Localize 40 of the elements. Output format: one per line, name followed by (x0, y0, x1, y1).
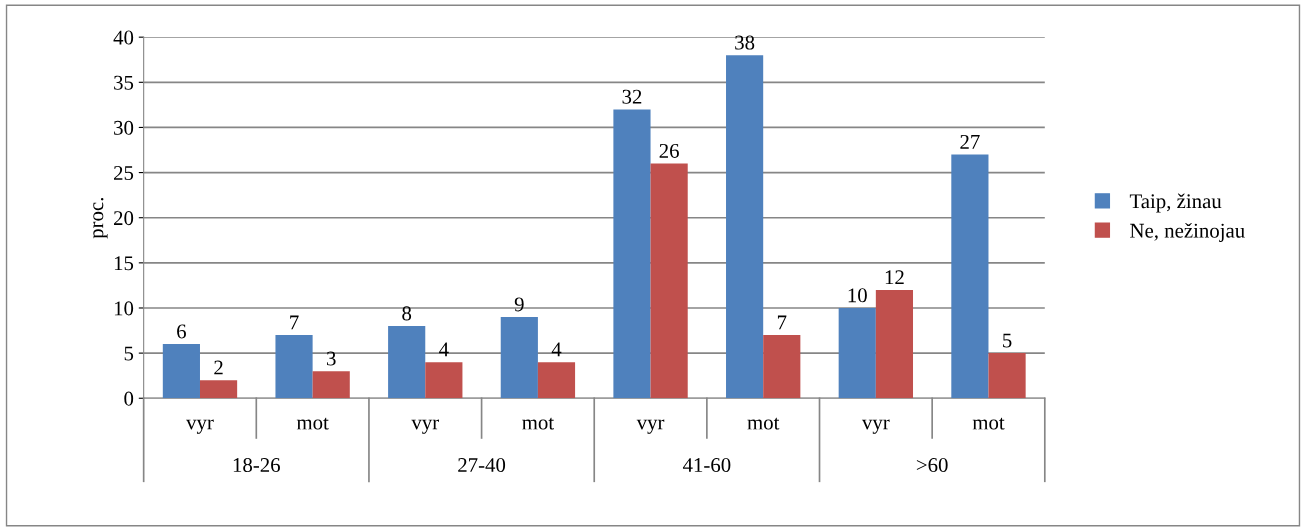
data-label: 9 (514, 297, 524, 312)
data-label: 32 (622, 89, 642, 104)
y-tick-label: 25 (114, 166, 134, 181)
data-label: 38 (735, 35, 755, 50)
x-tick-label: vyr (636, 419, 665, 434)
legend-label: Ne, nežinojau (1130, 223, 1245, 242)
data-label: 3 (327, 351, 336, 366)
data-label: 27 (960, 134, 980, 149)
x-tick-label: mot (522, 417, 554, 430)
y-tick-label: 0 (124, 391, 134, 406)
y-tick-label: 10 (114, 301, 134, 316)
data-label: 10 (848, 288, 867, 303)
text: 41-60 (682, 458, 731, 473)
data-label: 26 (659, 143, 679, 158)
data-label: 6 (177, 324, 186, 339)
text: 27-40 (458, 458, 506, 473)
y-axis-title: proc. (93, 197, 108, 239)
text: 18-26 (233, 458, 280, 473)
x-tick-label: mot (296, 417, 329, 430)
y-tick-label: 20 (114, 211, 134, 226)
x-tick-label: mot (747, 417, 780, 430)
data-label: 2 (214, 360, 223, 375)
data-label: 7 (290, 315, 299, 330)
text: >60 (916, 458, 948, 473)
data-label: 8 (402, 306, 412, 321)
x-tick-label: mot (972, 417, 1005, 430)
y-tick-label: 5 (124, 346, 134, 361)
data-label: 7 (777, 315, 787, 330)
y-tick-label: 35 (114, 75, 134, 90)
x-tick-label: vyr (411, 419, 439, 434)
data-label: 5 (1003, 333, 1012, 348)
y-tick-label: 40 (113, 30, 134, 45)
x-tick-label: vyr (861, 419, 890, 434)
x-tick-label: vyr (186, 419, 214, 434)
legend-label: Taip, žinau (1129, 193, 1222, 213)
data-label: 4 (439, 342, 449, 357)
y-tick-label: 15 (114, 256, 134, 271)
data-label: 12 (885, 270, 904, 285)
data-label: 4 (551, 342, 562, 357)
y-tick-label: 30 (114, 120, 134, 135)
